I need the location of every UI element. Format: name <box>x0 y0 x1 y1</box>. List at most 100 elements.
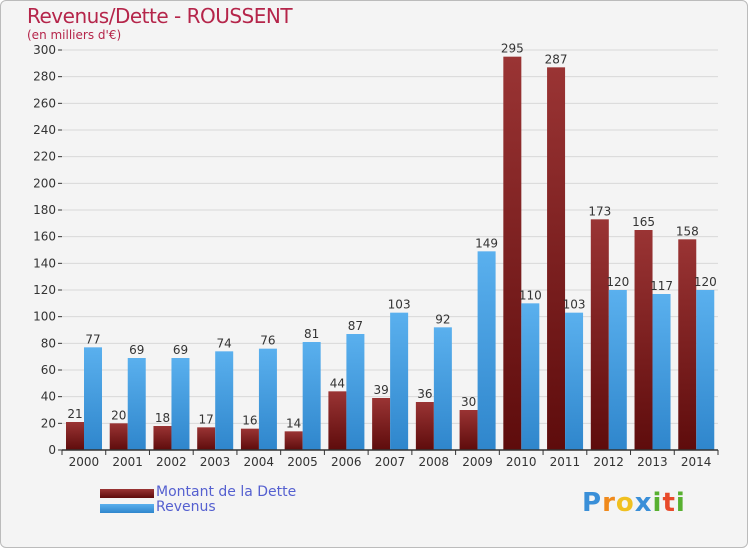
data-label: 77 <box>85 332 100 346</box>
data-label: 44 <box>330 376 345 390</box>
bar-dette <box>634 230 653 450</box>
data-label: 87 <box>348 319 363 333</box>
bar-dette <box>153 426 172 450</box>
bar-revenus <box>215 351 234 450</box>
y-tick-label: 20 <box>41 416 56 430</box>
y-tick-label: 240 <box>33 123 56 137</box>
x-tick-label: 2013 <box>637 455 668 469</box>
data-label: 295 <box>501 42 524 56</box>
data-label: 158 <box>676 224 699 238</box>
y-tick-label: 180 <box>33 203 56 217</box>
bar-revenus <box>696 290 715 450</box>
bar-revenus <box>302 342 321 450</box>
data-label: 120 <box>694 275 717 289</box>
x-tick-label: 2012 <box>593 455 624 469</box>
y-tick-label: 300 <box>33 43 56 57</box>
data-label: 69 <box>173 343 188 357</box>
y-tick-label: 80 <box>41 336 56 350</box>
y-tick-label: 280 <box>33 70 56 84</box>
data-label: 103 <box>388 298 411 312</box>
logo-letter: i <box>652 488 663 518</box>
y-tick-label: 60 <box>41 363 56 377</box>
data-label: 16 <box>242 414 257 428</box>
bar-dette <box>328 391 347 450</box>
legend-label-dette: Montant de la Dette <box>156 484 297 500</box>
bar-revenus <box>608 290 627 450</box>
data-label: 149 <box>475 236 498 250</box>
bar-revenus <box>477 251 496 450</box>
y-tick-label: 140 <box>33 256 56 270</box>
data-label: 18 <box>155 411 170 425</box>
x-tick-label: 2014 <box>681 455 712 469</box>
data-label: 21 <box>67 407 82 421</box>
data-labels: 21 77 20 69 18 69 17 74 16 76 14 81 44 87 39 103 36 92 30 1… <box>67 42 716 431</box>
y-tick-label: 260 <box>33 96 56 110</box>
data-label: 173 <box>588 204 611 218</box>
bar-revenus <box>258 348 277 450</box>
logo-letter: i <box>675 488 686 518</box>
bar-dette <box>109 423 128 450</box>
bar-dette <box>590 219 609 450</box>
logo-letter: t <box>662 488 676 518</box>
y-tick-label: 0 <box>48 443 56 457</box>
data-label: 76 <box>260 334 275 348</box>
y-tick-label: 120 <box>33 283 56 297</box>
chart-subtitle: (en milliers d'€) <box>27 28 122 42</box>
bar-dette <box>66 422 84 450</box>
bar-chart: 0 20 40 60 80 100 120 140 160 180 200 220 240 260 280 3… <box>33 42 719 469</box>
data-label: 81 <box>304 327 319 341</box>
bar-revenus <box>390 312 409 450</box>
bar-revenus <box>652 294 671 450</box>
bar-revenus <box>84 347 102 450</box>
y-tick-label: 100 <box>33 310 56 324</box>
y-tick-label: 200 <box>33 176 56 190</box>
data-label: 69 <box>129 343 144 357</box>
bar-dette <box>503 56 522 451</box>
y-tick-label: 160 <box>33 230 56 244</box>
x-tick-label: 2004 <box>244 455 275 469</box>
bar-dette <box>240 428 259 450</box>
legend-swatch-dette <box>100 489 154 498</box>
bar-dette <box>372 398 391 450</box>
bar-dette <box>547 67 566 450</box>
x-tick-label: 2009 <box>462 455 493 469</box>
logo-letter: r <box>602 488 616 518</box>
bar-dette <box>459 410 478 450</box>
logo-letter: P <box>582 488 603 518</box>
bar-revenus <box>346 334 365 450</box>
bar-revenus <box>433 327 452 450</box>
legend-swatch-revenus <box>100 504 154 513</box>
bar-dette <box>197 427 216 450</box>
data-label: 20 <box>111 408 126 422</box>
y-tick-label: 220 <box>33 150 56 164</box>
data-label: 110 <box>519 288 542 302</box>
bar-dette <box>284 431 303 450</box>
x-tick-label: 2008 <box>418 455 449 469</box>
x-tick-label: 2006 <box>331 455 362 469</box>
data-label: 117 <box>650 279 673 293</box>
data-label: 36 <box>417 387 432 401</box>
data-label: 17 <box>199 412 214 426</box>
data-label: 30 <box>461 395 476 409</box>
data-label: 165 <box>632 215 655 229</box>
x-axis-ticks: 2000 2001 2002 2003 2004 2005 2006 2007 2008 2009… <box>61 450 719 469</box>
logo-letter: o <box>615 488 635 518</box>
legend-label-revenus: Revenus <box>156 499 216 515</box>
x-tick-label: 2001 <box>112 455 143 469</box>
bars <box>66 56 715 451</box>
bar-revenus <box>521 303 540 450</box>
data-label: 14 <box>286 416 301 430</box>
x-tick-label: 2000 <box>69 455 100 469</box>
data-label: 39 <box>373 383 388 397</box>
bar-dette <box>678 239 697 450</box>
y-tick-label: 40 <box>41 390 56 404</box>
x-tick-label: 2011 <box>550 455 581 469</box>
x-tick-label: 2007 <box>375 455 406 469</box>
data-label: 287 <box>545 52 568 66</box>
data-label: 120 <box>606 275 629 289</box>
x-tick-label: 2005 <box>287 455 318 469</box>
chart-title: Revenus/Dette - ROUSSENT <box>27 4 293 28</box>
bar-revenus <box>127 358 146 450</box>
x-tick-label: 2003 <box>200 455 231 469</box>
